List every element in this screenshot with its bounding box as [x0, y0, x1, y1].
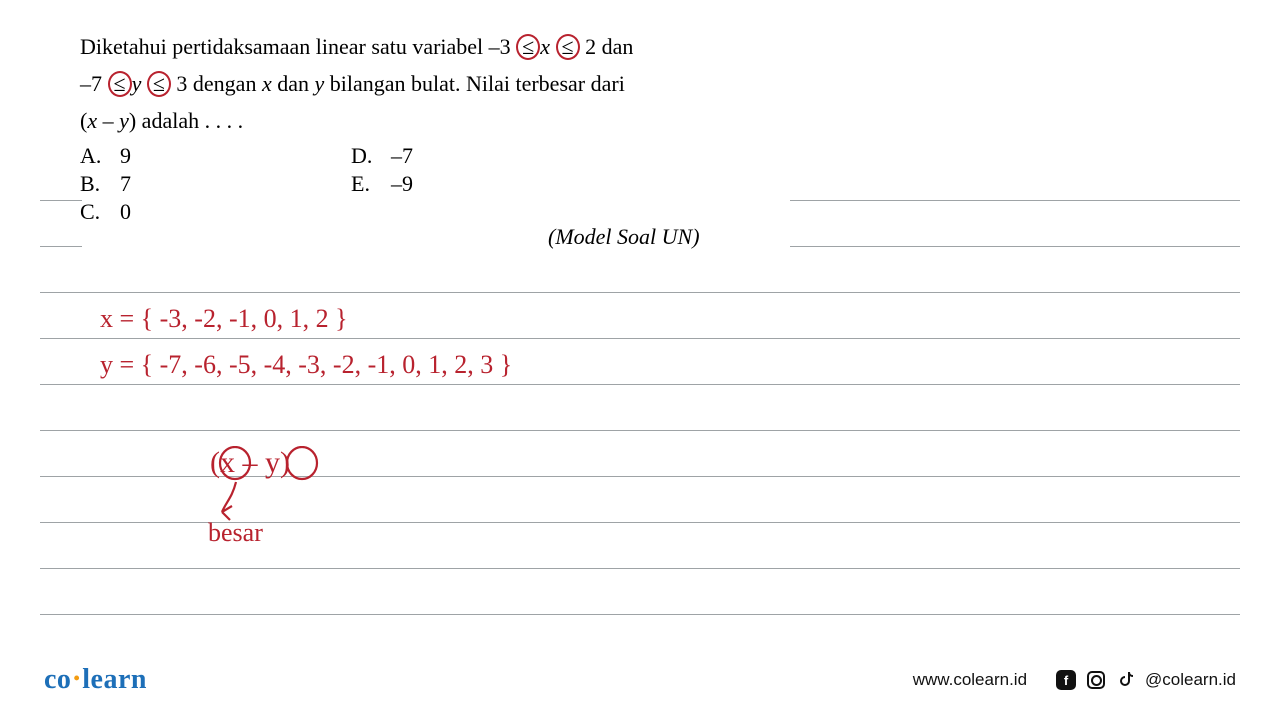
text: Diketahui pertidaksamaan linear satu var… — [80, 34, 516, 59]
text: 3 dengan — [171, 71, 262, 96]
var-y: y — [132, 71, 147, 96]
var-x: x — [540, 34, 555, 59]
text: –7 — [80, 71, 108, 96]
text: dan — [272, 71, 315, 96]
tiktok-icon — [1115, 669, 1137, 691]
handwriting-x-set: x = { -3, -2, -1, 0, 1, 2 } — [100, 304, 348, 334]
rule — [40, 338, 1240, 339]
rule — [40, 246, 82, 247]
text: 2 dan — [580, 34, 634, 59]
text: ) adalah . . . . — [129, 108, 243, 133]
footer: co•learn www.colearn.id f @colearn.id — [0, 664, 1280, 696]
option-d: D. –7 — [351, 143, 413, 169]
var-x: x — [87, 108, 97, 133]
rule — [790, 200, 1240, 201]
handwriting-y-set: y = { -7, -6, -5, -4, -3, -2, -1, 0, 1, … — [100, 350, 512, 380]
question-line-3: (x – y) adalah . . . . — [80, 104, 1200, 137]
circled-leq: ≤ — [147, 71, 171, 97]
circled-leq: ≤ — [556, 34, 580, 60]
social-icons: f @colearn.id — [1055, 669, 1236, 691]
var-y: y — [314, 71, 324, 96]
text: – — [97, 108, 119, 133]
model-soal-label: (Model Soal UN) — [548, 224, 700, 250]
var-x: x — [262, 71, 272, 96]
option-value: –7 — [391, 143, 413, 169]
logo: co•learn — [44, 664, 147, 696]
var-y: y — [119, 108, 129, 133]
lined-paper: (Model Soal UN) x = { -3, -2, -1, 0, 1, … — [0, 190, 1280, 630]
logo-co: co — [44, 664, 71, 695]
option-label: D. — [351, 143, 375, 169]
footer-url: www.colearn.id — [913, 670, 1027, 690]
option-value: 9 — [120, 143, 131, 169]
annotation-circles — [218, 446, 358, 526]
question-line-1: Diketahui pertidaksamaan linear satu var… — [80, 30, 1200, 63]
text: bilangan bulat. Nilai terbesar dari — [324, 71, 625, 96]
question-line-2: –7 ≤y ≤ 3 dengan x dan y bilangan bulat.… — [80, 67, 1200, 100]
footer-right: www.colearn.id f @colearn.id — [913, 669, 1236, 691]
rule — [40, 614, 1240, 615]
handwriting-besar: besar — [208, 518, 263, 548]
rule — [790, 246, 1240, 247]
rule — [40, 430, 1240, 431]
option-label: A. — [80, 143, 104, 169]
instagram-icon — [1085, 669, 1107, 691]
option-a: A. 9 — [80, 143, 131, 169]
circled-leq: ≤ — [108, 71, 132, 97]
footer-handle: @colearn.id — [1145, 670, 1236, 690]
logo-dot-icon: • — [71, 668, 82, 688]
rule — [40, 292, 1240, 293]
circled-leq: ≤ — [516, 34, 540, 60]
rule — [40, 568, 1240, 569]
facebook-icon: f — [1055, 669, 1077, 691]
rule — [40, 200, 82, 201]
rule — [40, 384, 1240, 385]
logo-learn: learn — [82, 664, 147, 695]
